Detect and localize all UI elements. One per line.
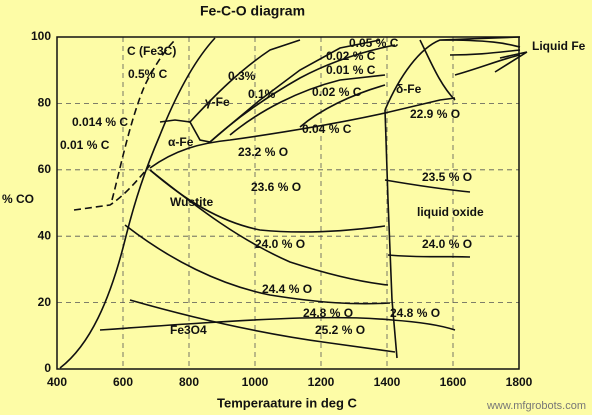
x-tick-label: 400 xyxy=(47,375,67,389)
x-axis-label: Temperaature in deg C xyxy=(217,395,358,410)
annotation: liquid oxide xyxy=(417,205,484,219)
y-tick-label: 60 xyxy=(38,162,52,176)
x-tick-label: 1000 xyxy=(242,375,269,389)
annotation: 0.014 % C xyxy=(72,115,128,129)
annotation: 0.01 % C xyxy=(60,138,110,152)
boundary xyxy=(59,37,216,369)
annotation: C (Fe3C) xyxy=(127,44,176,58)
watermark: www.mfgrobots.com xyxy=(486,400,586,412)
boundary xyxy=(384,36,521,111)
annotation: Liquid Fe xyxy=(532,39,586,53)
annotation: γ-Fe xyxy=(205,95,230,109)
annotation: Fe3O4 xyxy=(170,323,207,337)
y-tick-label: 80 xyxy=(38,96,52,110)
y-tick-label: 100 xyxy=(31,29,51,43)
boundary xyxy=(189,39,396,143)
annotation: δ-Fe xyxy=(396,82,422,96)
y-tick-label: 0 xyxy=(44,361,51,375)
annotation: 0.1% xyxy=(248,87,276,101)
x-tick-label: 1600 xyxy=(440,375,467,389)
annotation: 24.0 % O xyxy=(255,237,305,251)
annotation: 0.5% C xyxy=(128,67,168,81)
annotation: 0.02 % C xyxy=(312,85,362,99)
annotation: α-Fe xyxy=(168,135,194,149)
boundary xyxy=(99,316,393,331)
chart-title: Fe-C-O diagram xyxy=(200,3,305,19)
annotation: 24.8 % O xyxy=(303,306,353,320)
annotation: 23.6 % O xyxy=(251,180,301,194)
annotation: 24.8 % O xyxy=(390,306,440,320)
boundary xyxy=(124,224,391,305)
boundary xyxy=(129,299,396,353)
x-tick-label: 1200 xyxy=(308,375,335,389)
arrow xyxy=(494,51,528,73)
boundary xyxy=(384,179,471,331)
x-tick-label: 1400 xyxy=(374,375,401,389)
phase-boundaries xyxy=(59,36,528,369)
annotation: 23.5 % O xyxy=(422,170,472,184)
x-tick-label: 1800 xyxy=(506,375,533,389)
annotation: 0.02 % C xyxy=(326,49,376,63)
boundary xyxy=(149,169,389,286)
boundary xyxy=(384,109,398,359)
boundary xyxy=(73,164,151,211)
annotation: 24.0 % O xyxy=(422,237,472,251)
boundary xyxy=(111,39,176,201)
boundary xyxy=(149,97,456,169)
annotation: 22.9 % O xyxy=(410,107,460,121)
annotation: 23.2 % O xyxy=(238,145,288,159)
annotation: Wustite xyxy=(170,195,213,209)
annotation: 0.01 % C xyxy=(326,63,376,77)
y-axis-label: % CO xyxy=(2,192,34,206)
annotation: 0.04 % C xyxy=(302,122,352,136)
annotation: 0.3% xyxy=(228,69,256,83)
y-tick-label: 40 xyxy=(38,228,52,242)
y-tick-label: 20 xyxy=(38,295,52,309)
annotation: 24.4 % O xyxy=(262,282,312,296)
x-tick-label: 800 xyxy=(179,375,199,389)
annotation: 0.05 % C xyxy=(349,36,399,50)
plot-frame xyxy=(56,36,520,370)
annotation: 25.2 % O xyxy=(315,323,365,337)
x-tick-label: 600 xyxy=(113,375,133,389)
